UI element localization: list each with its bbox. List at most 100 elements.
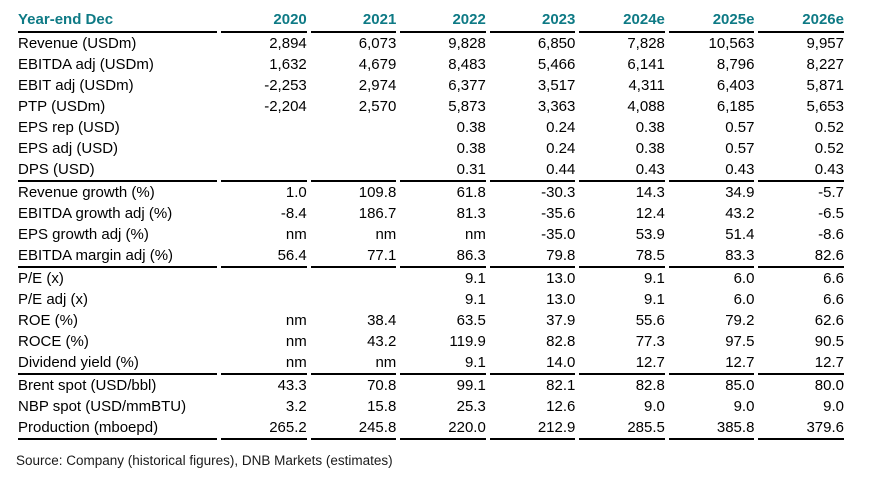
cell-value [311,289,397,310]
cell-value [221,117,307,138]
row-label: NBP spot (USD/mmBTU) [18,398,187,415]
cell-value: 82.8 [546,333,576,350]
cell-value: -6.5 [818,205,844,222]
cell-value: -2,253 [264,77,307,94]
cell-value: 14.3 [635,184,665,201]
row-label: ROE (%) [18,312,78,329]
cell-value: 51.4 [725,226,755,243]
cell-value: 0.52 [814,140,844,157]
cell-value: 34.9 [725,184,755,201]
cell-value: -5.7 [818,184,844,201]
cell-value: 0.57 [725,119,755,136]
cell-value: nm [464,226,486,243]
cell-value: nm [375,226,397,243]
cell-value: 77.1 [310,245,397,268]
cell-value: 9.0 [644,398,665,415]
table-row: Production (mboepd) 265.2 245.8 220.0 212.9 2… [18,417,844,440]
cell-value [221,268,307,289]
row-label: Dividend yield (%) [18,352,218,375]
cell-value: 8,227 [806,56,844,73]
cell-value: 79.8 [489,245,576,268]
row-label: ROCE (%) [18,333,89,350]
cell-value: 38.4 [367,312,397,329]
cell-value: 10,563 [708,35,755,52]
cell-value [311,138,397,159]
cell-value [221,289,307,310]
cell-value: 0.24 [546,140,576,157]
cell-value: 82.6 [758,245,844,268]
cell-value [221,159,307,182]
cell-value: 25.3 [456,398,486,415]
cell-value: 55.6 [635,312,665,329]
cell-value: 212.9 [489,417,576,440]
column-header-year: 2025e [668,8,755,33]
cell-value: 43.2 [367,333,397,350]
cell-value: 79.2 [725,312,755,329]
cell-value: nm [285,333,307,350]
cell-value: -2,204 [264,98,307,115]
cell-value: 0.38 [456,140,486,157]
table-row: EBITDA growth adj (%) -8.4 186.7 81.3 -35.6 1… [18,203,844,224]
cell-value: 6.0 [733,270,755,287]
cell-value: -8.6 [818,226,844,243]
table-row: PTP (USDm) -2,204 2,570 5,873 3,363 4,088 6,18… [18,96,844,117]
cell-value: 0.44 [489,159,576,182]
cell-value: 0.43 [668,159,755,182]
cell-value: 13.0 [546,291,576,308]
row-label: Revenue growth (%) [18,184,155,201]
table-row: ROE (%) nm 38.4 63.5 37.9 55.6 79.2 62.6 [18,310,844,331]
cell-value: 1.0 [285,184,307,201]
cell-value: 12.4 [635,205,665,222]
column-header-year: 2021 [310,8,397,33]
cell-value: 9.0 [733,398,755,415]
cell-value: 85.0 [725,377,755,394]
cell-value: 62.6 [814,312,844,329]
cell-value [311,268,397,289]
table-row: ROCE (%) nm 43.2 119.9 82.8 77.3 97.5 90.5 [18,331,844,352]
source-note: Source: Company (historical figures), DN… [16,453,393,468]
cell-value: 78.5 [579,245,665,268]
table-row: Revenue (USDm) 2,894 6,073 9,828 6,850 7,828 1… [18,33,844,54]
cell-value: 9.1 [644,270,665,287]
cell-value: 37.9 [546,312,576,329]
cell-value: 0.43 [579,159,665,182]
table-row: P/E (x) 9.1 13.0 9.1 6.0 6.6 [18,268,844,289]
cell-value: 2,974 [358,77,397,94]
table-row: EPS growth adj (%) nm nm nm -35.0 53.9 51.4 -8.… [18,224,844,245]
cell-value: 90.5 [814,333,844,350]
cell-value: 6,141 [627,56,665,73]
row-label: P/E (x) [18,270,64,287]
cell-value: 0.38 [456,119,486,136]
cell-value [221,138,307,159]
table-row: EPS adj (USD) 0.38 0.24 0.38 0.57 0.52 [18,138,844,159]
cell-value: 5,873 [448,98,486,115]
cell-value: 6,850 [537,35,576,52]
column-header-year: 2024e [579,8,665,33]
row-label: EBITDA margin adj (%) [18,245,218,268]
cell-value [311,117,397,138]
cell-value: -30.3 [541,184,576,201]
cell-value: 81.3 [456,205,486,222]
cell-value: 4,311 [628,77,665,94]
row-label: Revenue (USDm) [18,35,137,52]
cell-value: 9.1 [464,270,486,287]
cell-value: 56.4 [221,245,307,268]
cell-value: 86.3 [400,245,486,268]
cell-value: 5,466 [537,56,576,73]
cell-value: 3,517 [537,77,576,94]
cell-value: 9.1 [400,352,486,375]
cell-value: nm [310,352,397,375]
cell-value: 2,570 [358,98,397,115]
financials-table: Year-end Dec 2020 2021 2022 2023 2024e 2025e 20… [14,8,848,440]
table-row: Revenue growth (%) 1.0 109.8 61.8 -30.3 14.3 3… [18,182,844,203]
cell-value: nm [285,226,307,243]
table-header-row: Year-end Dec 2020 2021 2022 2023 2024e 2025e 20… [18,8,844,33]
cell-value: 12.7 [758,352,844,375]
column-header-year: 2022 [400,8,486,33]
cell-value: 63.5 [456,312,486,329]
cell-value: nm [285,312,307,329]
cell-value: 14.0 [489,352,576,375]
cell-value: nm [221,352,307,375]
cell-value: 0.43 [758,159,844,182]
